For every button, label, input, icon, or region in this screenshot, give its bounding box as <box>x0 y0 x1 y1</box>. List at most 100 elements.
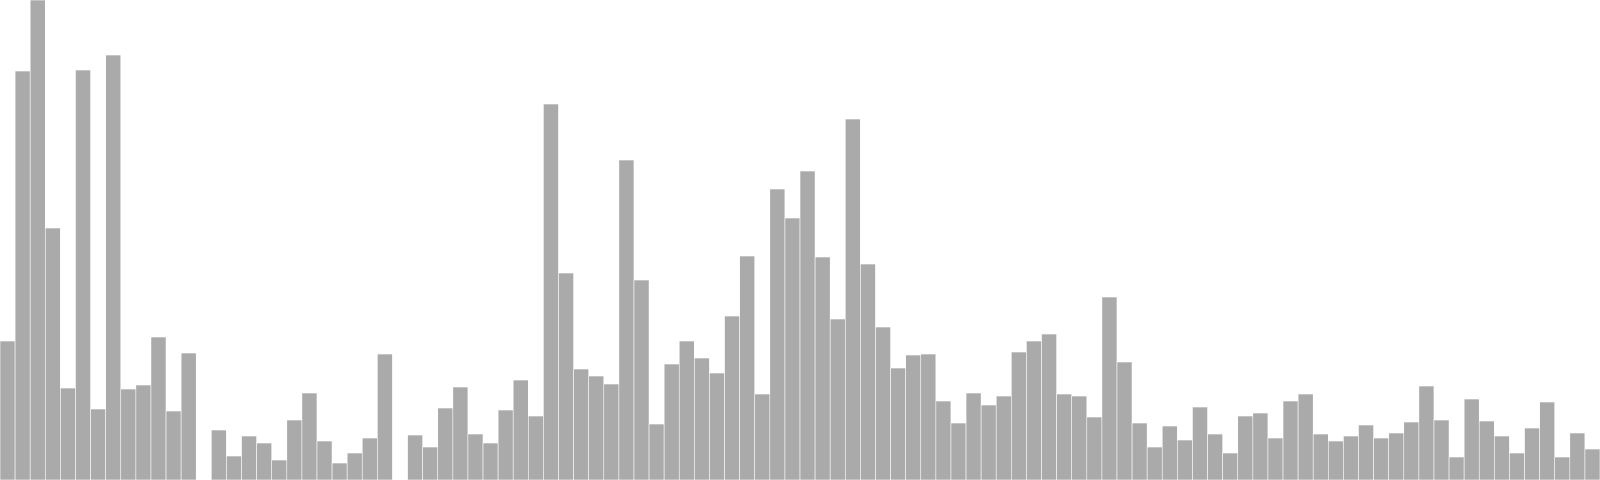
bar <box>543 103 559 480</box>
bar <box>694 357 710 480</box>
bar <box>135 384 152 480</box>
bar <box>211 429 227 480</box>
bar <box>377 353 393 480</box>
bar <box>1388 432 1405 480</box>
bar <box>1297 393 1314 480</box>
bar <box>844 118 861 480</box>
bar <box>105 54 122 480</box>
bar <box>799 170 816 480</box>
bar <box>316 440 333 480</box>
bar <box>346 452 363 480</box>
bar <box>1011 351 1027 480</box>
bar <box>1131 422 1148 480</box>
bar <box>1192 406 1208 480</box>
bar <box>1086 416 1103 480</box>
bar <box>90 408 106 480</box>
bar <box>1478 420 1495 480</box>
bar <box>1418 385 1435 480</box>
bar <box>226 455 242 480</box>
bar <box>1237 415 1254 480</box>
bar <box>1463 398 1480 480</box>
bar <box>1312 433 1329 480</box>
bar <box>558 272 574 480</box>
bar <box>1328 440 1344 480</box>
bar <box>1041 333 1057 480</box>
bar <box>120 388 137 480</box>
bar <box>890 367 906 480</box>
bar <box>1116 361 1133 480</box>
bar <box>754 393 771 480</box>
bar <box>1071 395 1088 480</box>
bar <box>44 227 61 480</box>
bar <box>784 217 801 480</box>
bar <box>1252 412 1269 480</box>
bar <box>588 375 605 480</box>
bar <box>935 400 952 480</box>
bar <box>573 368 589 480</box>
bar <box>603 383 620 480</box>
bar <box>860 263 876 480</box>
bar <box>256 442 272 480</box>
bar <box>1403 421 1420 480</box>
bar <box>1282 400 1299 480</box>
bar <box>814 256 831 480</box>
bar <box>452 386 469 480</box>
bar <box>724 315 740 480</box>
bar <box>1207 433 1223 480</box>
bar <box>14 70 31 480</box>
bar <box>29 0 46 480</box>
bar <box>709 372 725 480</box>
bar <box>75 69 91 480</box>
bar <box>905 354 922 480</box>
bar <box>241 435 257 480</box>
bar <box>769 188 786 480</box>
bar <box>648 423 665 480</box>
bar <box>965 392 982 480</box>
bar <box>512 379 529 480</box>
bar <box>1267 437 1284 480</box>
bar <box>633 279 650 480</box>
bar <box>1569 432 1586 480</box>
bar <box>528 415 544 480</box>
bar <box>437 407 454 480</box>
bar <box>286 419 303 480</box>
bar <box>1539 401 1556 480</box>
bar <box>271 459 288 480</box>
bar <box>1524 427 1540 480</box>
bar <box>995 395 1012 480</box>
bar <box>1101 296 1118 480</box>
bar <box>1222 452 1239 480</box>
bar <box>180 352 197 480</box>
bar <box>331 462 348 480</box>
bar <box>618 159 635 480</box>
bar <box>165 410 182 480</box>
bar <box>1177 439 1193 480</box>
bar <box>422 446 439 480</box>
bar <box>482 442 499 480</box>
bar <box>1448 456 1465 480</box>
bar <box>301 392 318 480</box>
bar <box>1358 424 1374 480</box>
bar <box>1343 435 1359 480</box>
bar <box>920 353 937 480</box>
bar <box>1494 435 1510 480</box>
bar <box>407 434 423 480</box>
bar <box>467 433 484 480</box>
bar <box>678 340 695 480</box>
bar <box>1373 437 1389 480</box>
bar <box>1509 452 1525 480</box>
bar <box>361 437 378 480</box>
bar <box>1161 425 1178 480</box>
bar <box>875 326 891 480</box>
bar <box>1056 393 1072 480</box>
bar <box>663 363 680 480</box>
bar <box>1554 456 1571 480</box>
bar <box>1584 448 1600 480</box>
bar <box>497 409 514 480</box>
bar <box>980 404 997 480</box>
bar <box>950 422 967 480</box>
bar <box>60 387 76 480</box>
